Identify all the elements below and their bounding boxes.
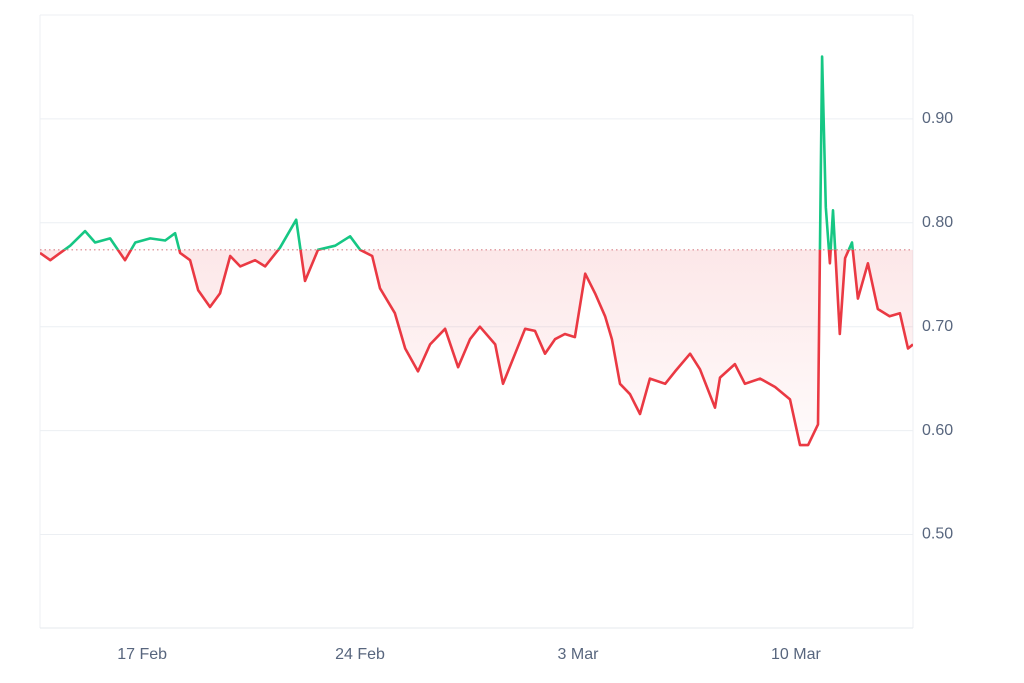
x-tick-label: 10 Mar xyxy=(771,646,821,663)
price-line-down xyxy=(40,249,913,447)
area-below-baseline xyxy=(40,249,913,446)
y-tick-label: 0.60 xyxy=(922,422,953,439)
y-tick-label: 0.50 xyxy=(922,526,953,543)
x-tick-label: 3 Mar xyxy=(558,646,600,663)
y-tick-label: 0.90 xyxy=(922,110,953,127)
y-tick-label: 0.70 xyxy=(922,318,953,335)
x-tick-label: 17 Feb xyxy=(117,646,167,663)
x-tick-label: 24 Feb xyxy=(335,646,385,663)
y-tick-label: 0.80 xyxy=(922,214,953,231)
